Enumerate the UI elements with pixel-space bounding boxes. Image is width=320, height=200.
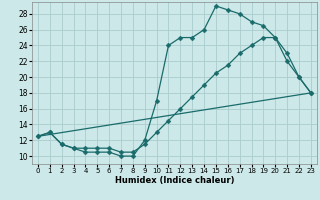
X-axis label: Humidex (Indice chaleur): Humidex (Indice chaleur): [115, 176, 234, 185]
